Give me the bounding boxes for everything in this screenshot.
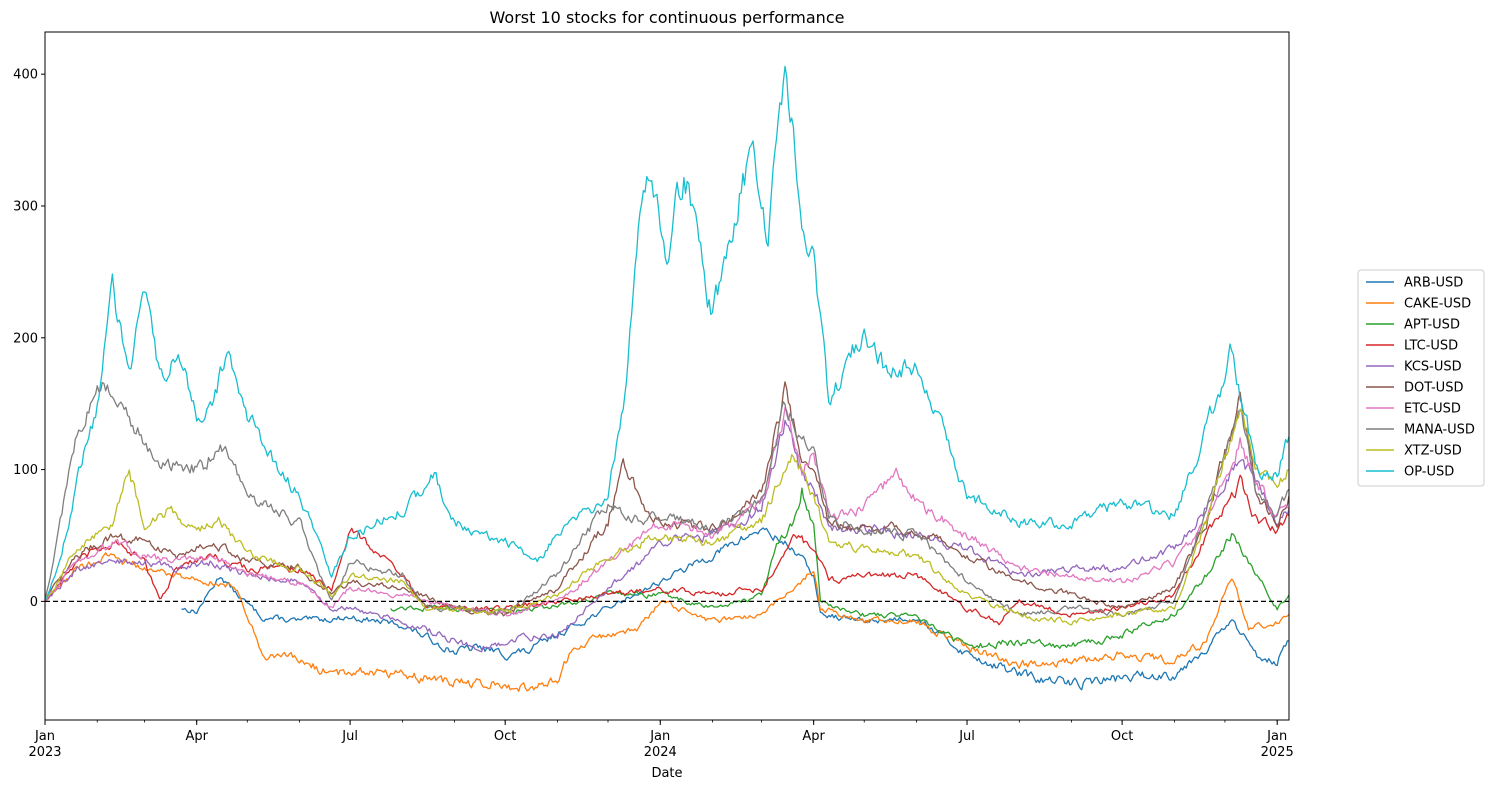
legend: ARB-USD CAKE-USD APT-USD LTC-USD KCS-USD DOT-… [1357, 269, 1485, 487]
x-tick-label: Jul [341, 729, 358, 744]
y-tick-label: 100 [13, 463, 38, 478]
x-tick-label: Oct [494, 729, 516, 744]
x-tick-year-label: 2025 [1261, 745, 1294, 760]
x-tick-label: Jul [958, 729, 975, 744]
x-tick-year-label: 2024 [644, 745, 677, 760]
chart-title: Worst 10 stocks for continuous performan… [490, 8, 845, 27]
x-tick-year-label: 2023 [28, 745, 61, 760]
plot-frame [44, 31, 1290, 721]
x-tick-label: Jan [1266, 729, 1287, 744]
legend-label-op-usd: OP-USD [1404, 465, 1454, 480]
y-tick-label: 200 [13, 331, 38, 346]
legend-label-cake-usd: CAKE-USD [1404, 297, 1471, 312]
legend-label-kcs-usd: KCS-USD [1404, 360, 1462, 375]
series-line-cake-usd [45, 552, 1289, 692]
series-lines [45, 65, 1289, 692]
legend-label-ltc-usd: LTC-USD [1404, 339, 1458, 354]
series-line-xtz-usd [45, 408, 1289, 626]
series-line-ltc-usd [45, 474, 1289, 626]
legend-label-etc-usd: ETC-USD [1404, 402, 1461, 417]
legend-label-apt-usd: APT-USD [1404, 318, 1460, 333]
series-line-dot-usd [45, 381, 1289, 617]
x-tick-label: Apr [185, 729, 208, 744]
legend-label-xtz-usd: XTZ-USD [1404, 444, 1462, 459]
x-tick-label: Apr [802, 729, 825, 744]
legend-label-mana-usd: MANA-USD [1404, 423, 1475, 438]
y-tick-label: 0 [30, 595, 38, 610]
series-line-arb-usd [181, 527, 1289, 691]
legend-label-arb-usd: ARB-USD [1404, 276, 1463, 291]
x-axis-label: Date [651, 766, 682, 781]
series-line-etc-usd [45, 407, 1289, 617]
y-tick-label: 400 [13, 68, 38, 83]
legend-label-dot-usd: DOT-USD [1404, 381, 1463, 396]
x-tick-label: Jan [34, 729, 55, 744]
y-tick-label: 300 [13, 199, 38, 214]
series-line-kcs-usd [45, 419, 1289, 653]
series-line-op-usd [45, 65, 1289, 601]
series-line-mana-usd [45, 381, 1289, 618]
x-tick-label: Oct [1111, 729, 1133, 744]
x-tick-label: Jan [649, 729, 670, 744]
